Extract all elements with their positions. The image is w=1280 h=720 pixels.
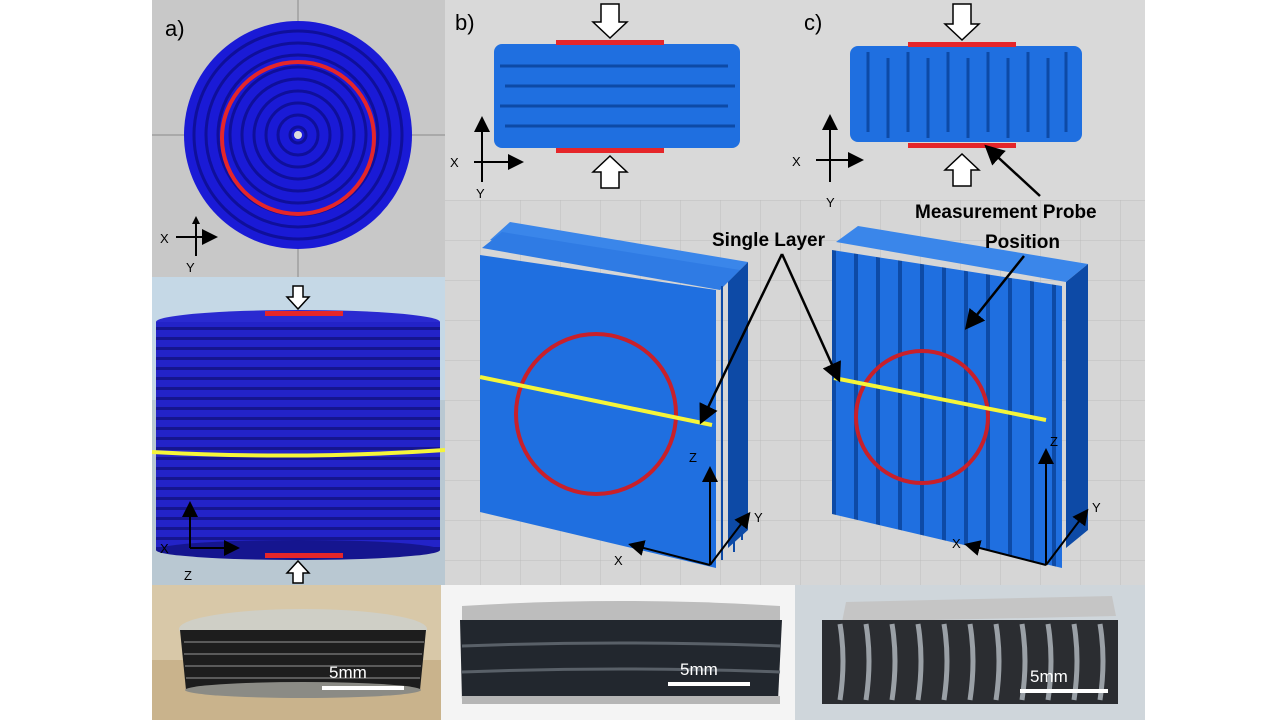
panel-label-c: c) — [804, 10, 822, 35]
panel-c-3d-block: X Z Y — [832, 226, 1101, 568]
force-arrow-bottom-a — [285, 559, 311, 584]
annotation-single-layer: Single Layer — [699, 230, 841, 425]
section-line-b — [479, 375, 713, 427]
photo-zigzag-sample: 5mm — [795, 585, 1145, 720]
photo-disc-sample: 5mm — [152, 585, 441, 720]
panel-b-top-view: b) X Y — [450, 3, 740, 201]
axis-label-x-a2: X — [160, 541, 169, 556]
probe-top-a — [265, 311, 343, 316]
force-arrow-top-a — [285, 285, 311, 311]
panel-c-top-view: c) X Y — [792, 3, 1082, 210]
axis-label-x-c: X — [792, 154, 801, 169]
scale-label-right: 5mm — [1030, 667, 1068, 686]
probe-bottom-a — [265, 553, 343, 558]
probe-label-line2: Position — [985, 232, 1060, 253]
axis-label-x-c3: X — [952, 536, 961, 551]
axis-label-y: Y — [186, 260, 195, 275]
axes-xy-b: X Y — [450, 116, 524, 201]
axis-label-x-b3: X — [614, 553, 623, 568]
axes-xy-c: X Y — [792, 114, 864, 210]
panel-label-b: b) — [455, 10, 475, 35]
panel-b-3d-block: X Z Y — [479, 222, 763, 568]
axis-label-x-b: X — [450, 155, 459, 170]
section-line-c — [833, 376, 1047, 422]
section-line-a — [151, 448, 446, 458]
panel-a-top-view: X Y a) — [152, 0, 445, 277]
scale-label-middle: 5mm — [680, 660, 718, 679]
axis-label-z-c: Z — [1050, 434, 1058, 449]
probe-circle-a — [220, 60, 376, 216]
single-layer-label: Single Layer — [712, 230, 826, 251]
axis-label-x: X — [160, 231, 169, 246]
axis-label-y-c: Y — [826, 195, 835, 210]
axis-label-z-a: Z — [184, 568, 192, 583]
disc-concentric-rings — [184, 21, 412, 249]
axis-label-y-c3: Y — [1092, 500, 1101, 515]
photo-layered-sample: 5mm — [441, 585, 795, 720]
scale-label-left: 5mm — [329, 663, 367, 682]
axis-label-y-b: Y — [476, 186, 485, 201]
panel-a-side-view: X Z — [151, 277, 446, 585]
axes-xz-a: X Z — [160, 501, 240, 583]
axis-label-z-b: Z — [689, 450, 697, 465]
axis-label-y-b3: Y — [754, 510, 763, 525]
panel-label-a: a) — [165, 16, 185, 41]
probe-label-line1: Measurement Probe — [915, 202, 1097, 223]
annotation-probe-position: Measurement Probe Position — [915, 144, 1097, 330]
axes-xyz-c: X Z Y — [952, 434, 1101, 566]
axes-xy-a: X Y — [160, 216, 218, 275]
probe-circle-c — [854, 349, 990, 485]
probe-circle-b — [514, 332, 678, 496]
axes-xyz-b: X Z Y — [614, 450, 763, 568]
